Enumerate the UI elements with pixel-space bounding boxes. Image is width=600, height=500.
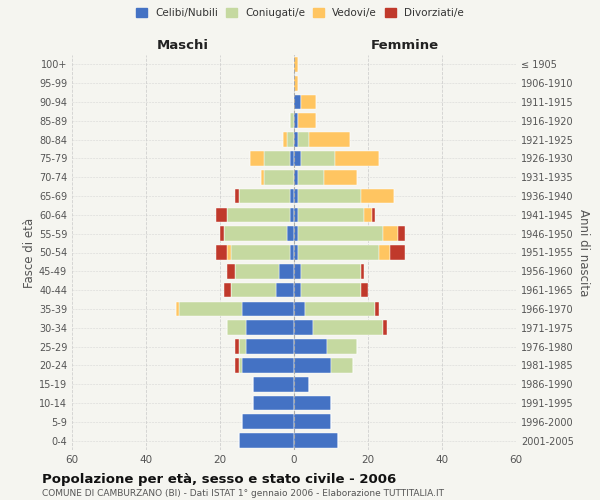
Bar [331,358,353,372]
Bar [265,151,290,166]
Bar [235,188,239,204]
Bar [294,302,305,316]
Bar [361,283,368,298]
Bar [235,358,239,372]
Text: COMUNE DI CAMBURZANO (BI) - Dati ISTAT 1° gennaio 2006 - Elaborazione TUTTITALIA: COMUNE DI CAMBURZANO (BI) - Dati ISTAT 1… [42,489,444,498]
Bar [335,151,379,166]
Bar [294,264,301,278]
Bar [313,320,383,335]
Bar [250,151,265,166]
Bar [294,396,331,410]
Bar [294,170,298,184]
Bar [224,283,231,298]
Bar [298,114,316,128]
Bar [294,358,331,372]
Bar [287,132,294,147]
Bar [301,283,361,298]
Bar [217,208,227,222]
Bar [294,132,298,147]
Bar [294,114,298,128]
Text: Popolazione per età, sesso e stato civile - 2006: Popolazione per età, sesso e stato civil… [42,472,396,486]
Bar [361,188,394,204]
Bar [290,151,294,166]
Bar [361,264,364,278]
Bar [298,208,364,222]
Bar [294,188,298,204]
Text: Maschi: Maschi [157,39,209,52]
Bar [227,245,231,260]
Bar [239,188,290,204]
Bar [176,302,179,316]
Bar [323,170,357,184]
Bar [227,320,246,335]
Bar [294,414,331,429]
Bar [235,339,239,354]
Bar [298,170,323,184]
Bar [253,396,294,410]
Bar [224,226,287,241]
Bar [298,226,383,241]
Bar [260,170,265,184]
Bar [275,283,294,298]
Text: Femmine: Femmine [371,39,439,52]
Bar [383,320,386,335]
Bar [294,226,298,241]
Bar [298,245,379,260]
Bar [231,283,275,298]
Bar [290,188,294,204]
Bar [217,245,227,260]
Bar [379,245,390,260]
Bar [294,245,298,260]
Bar [309,132,349,147]
Y-axis label: Fasce di età: Fasce di età [23,218,36,288]
Bar [301,94,316,110]
Bar [290,114,294,128]
Bar [279,264,294,278]
Bar [294,57,298,72]
Bar [298,188,361,204]
Bar [253,377,294,392]
Bar [227,208,290,222]
Bar [301,264,361,278]
Bar [246,339,294,354]
Bar [283,132,287,147]
Bar [390,245,405,260]
Bar [298,132,309,147]
Bar [294,208,298,222]
Bar [364,208,372,222]
Legend: Celibi/Nubili, Coniugati/e, Vedovi/e, Divorziati/e: Celibi/Nubili, Coniugati/e, Vedovi/e, Di… [133,5,467,21]
Bar [294,151,301,166]
Y-axis label: Anni di nascita: Anni di nascita [577,209,590,296]
Bar [294,76,298,90]
Bar [305,302,376,316]
Bar [220,226,224,241]
Bar [294,377,309,392]
Bar [294,320,313,335]
Bar [328,339,357,354]
Bar [398,226,405,241]
Bar [294,94,301,110]
Bar [301,151,335,166]
Bar [290,208,294,222]
Bar [242,358,294,372]
Bar [287,226,294,241]
Bar [242,414,294,429]
Bar [179,302,242,316]
Bar [239,358,242,372]
Bar [383,226,398,241]
Bar [294,434,338,448]
Bar [239,434,294,448]
Bar [239,339,246,354]
Bar [231,245,290,260]
Bar [290,245,294,260]
Bar [376,302,379,316]
Bar [294,339,328,354]
Bar [242,302,294,316]
Bar [265,170,294,184]
Bar [372,208,376,222]
Bar [246,320,294,335]
Bar [235,264,279,278]
Bar [294,283,301,298]
Bar [227,264,235,278]
